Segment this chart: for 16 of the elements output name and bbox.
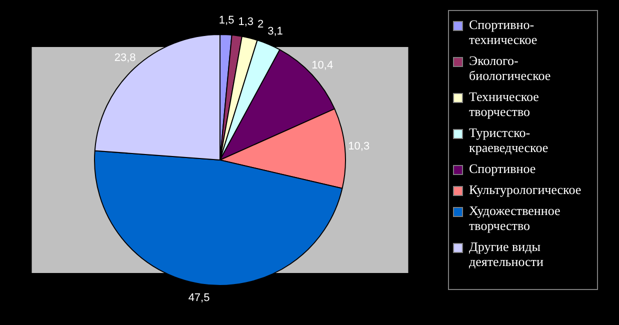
legend-label: Спортивно-техническое — [469, 17, 538, 47]
legend-label: Туристско-краеведческое — [469, 125, 550, 155]
data-label: 3,1 — [268, 26, 283, 38]
data-label: 10,3 — [348, 140, 370, 153]
legend-label: Техническое творчество — [469, 89, 540, 119]
data-label: 47,5 — [188, 292, 210, 304]
legend-label: Художественное творчество — [469, 203, 562, 233]
data-label: 1,3 — [238, 16, 254, 28]
legend-label: Эколого-биологическое — [469, 53, 552, 83]
legend-label: Другие виды деятельности — [469, 239, 544, 269]
legend-label: Спортивное — [469, 161, 536, 176]
legend-label: Культурологическое — [469, 182, 582, 197]
data-label: 2 — [258, 18, 264, 30]
data-label: 23,8 — [114, 52, 136, 64]
data-label: 1,5 — [218, 14, 234, 27]
data-label: 10,4 — [312, 59, 334, 72]
